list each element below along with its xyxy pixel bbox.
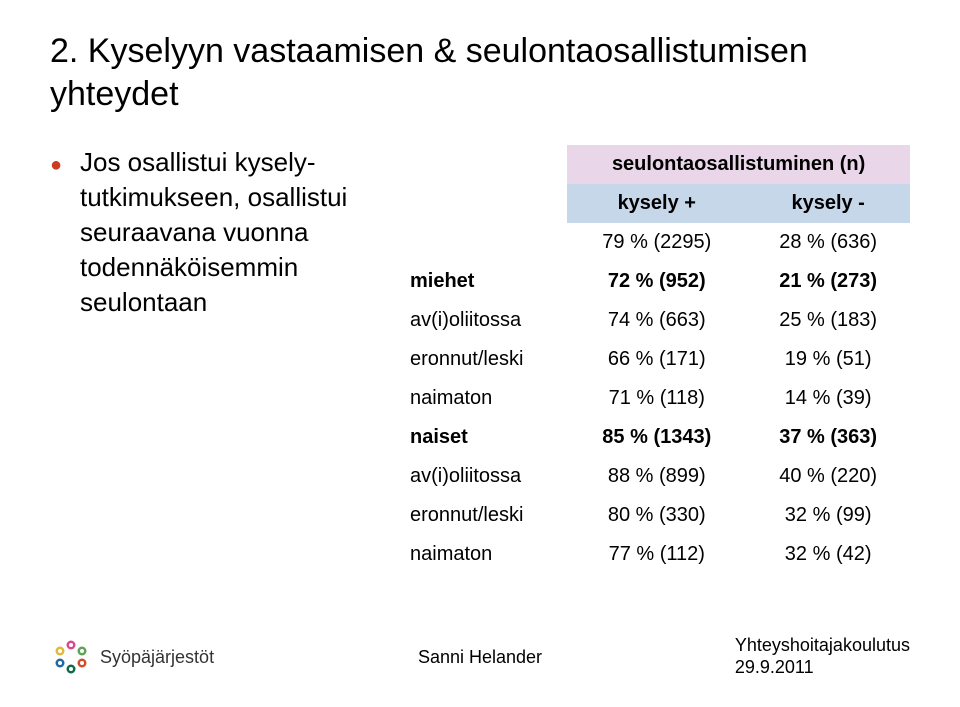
table-cell: 66 % (171) — [567, 340, 746, 379]
bullet-text: Jos osallistui kysely-tutkimukseen, osal… — [80, 145, 380, 320]
table-cell: 37 % (363) — [746, 418, 910, 457]
footer-right-line1: Yhteyshoitajakoulutus — [735, 635, 910, 657]
table-cell: 80 % (330) — [567, 496, 746, 535]
table-cell: 25 % (183) — [746, 301, 910, 340]
table-cell: 72 % (952) — [567, 262, 746, 301]
table-cell: 14 % (39) — [746, 379, 910, 418]
table-row-label: av(i)oliitossa — [400, 457, 567, 496]
table-row: naimaton77 % (112)32 % (42) — [400, 535, 910, 574]
table-subheader-2: kysely - — [746, 184, 910, 223]
table-row-label: naiset — [400, 418, 567, 457]
table-row: av(i)oliitossa88 % (899)40 % (220) — [400, 457, 910, 496]
footer-right-line2: 29.9.2011 — [735, 657, 910, 679]
table-header-empty — [400, 184, 567, 223]
table-cell: 77 % (112) — [567, 535, 746, 574]
table-totals-row: 79 % (2295) 28 % (636) — [400, 223, 910, 262]
table-container: seulontaosallistuminen (n) kysely + kyse… — [400, 145, 910, 574]
table-cell: 74 % (663) — [567, 301, 746, 340]
footer: Syöpäjärjestöt Sanni Helander Yhteyshoit… — [0, 622, 960, 692]
table-header-row-2: kysely + kysely - — [400, 184, 910, 223]
table-cell: 32 % (42) — [746, 535, 910, 574]
bullet-item: Jos osallistui kysely-tutkimukseen, osal… — [50, 145, 380, 320]
slide: 2. Kyselyyn vastaamisen & seulontaosalli… — [0, 0, 960, 707]
table-header-span: seulontaosallistuminen (n) — [567, 145, 910, 184]
table-row: naimaton71 % (118)14 % (39) — [400, 379, 910, 418]
table-row: naiset85 % (1343)37 % (363) — [400, 418, 910, 457]
table-cell: 71 % (118) — [567, 379, 746, 418]
table-body: miehet72 % (952)21 % (273)av(i)oliitossa… — [400, 262, 910, 574]
table-header-row-1: seulontaosallistuminen (n) — [400, 145, 910, 184]
table-total-2: 28 % (636) — [746, 223, 910, 262]
table-cell-empty — [400, 223, 567, 262]
table-cell: 88 % (899) — [567, 457, 746, 496]
table-row-label: eronnut/leski — [400, 496, 567, 535]
table-cell: 21 % (273) — [746, 262, 910, 301]
data-table: seulontaosallistuminen (n) kysely + kyse… — [400, 145, 910, 574]
table-cell: 32 % (99) — [746, 496, 910, 535]
content-row: Jos osallistui kysely-tutkimukseen, osal… — [50, 145, 910, 574]
table-row-label: naimaton — [400, 379, 567, 418]
table-row-label: eronnut/leski — [400, 340, 567, 379]
table-row: av(i)oliitossa74 % (663)25 % (183) — [400, 301, 910, 340]
table-total-1: 79 % (2295) — [567, 223, 746, 262]
table-row-label: av(i)oliitossa — [400, 301, 567, 340]
table-cell: 40 % (220) — [746, 457, 910, 496]
table-row-label: naimaton — [400, 535, 567, 574]
bullet-list: Jos osallistui kysely-tutkimukseen, osal… — [50, 145, 380, 574]
bullet-icon — [50, 145, 80, 320]
table-cell: 19 % (51) — [746, 340, 910, 379]
footer-right: Yhteyshoitajakoulutus 29.9.2011 — [735, 635, 910, 678]
table-row: miehet72 % (952)21 % (273) — [400, 262, 910, 301]
slide-title: 2. Kyselyyn vastaamisen & seulontaosalli… — [50, 30, 910, 115]
table-header-empty — [400, 145, 567, 184]
table-subheader-1: kysely + — [567, 184, 746, 223]
table-cell: 85 % (1343) — [567, 418, 746, 457]
table-row: eronnut/leski80 % (330)32 % (99) — [400, 496, 910, 535]
table-row-label: miehet — [400, 262, 567, 301]
table-row: eronnut/leski66 % (171)19 % (51) — [400, 340, 910, 379]
